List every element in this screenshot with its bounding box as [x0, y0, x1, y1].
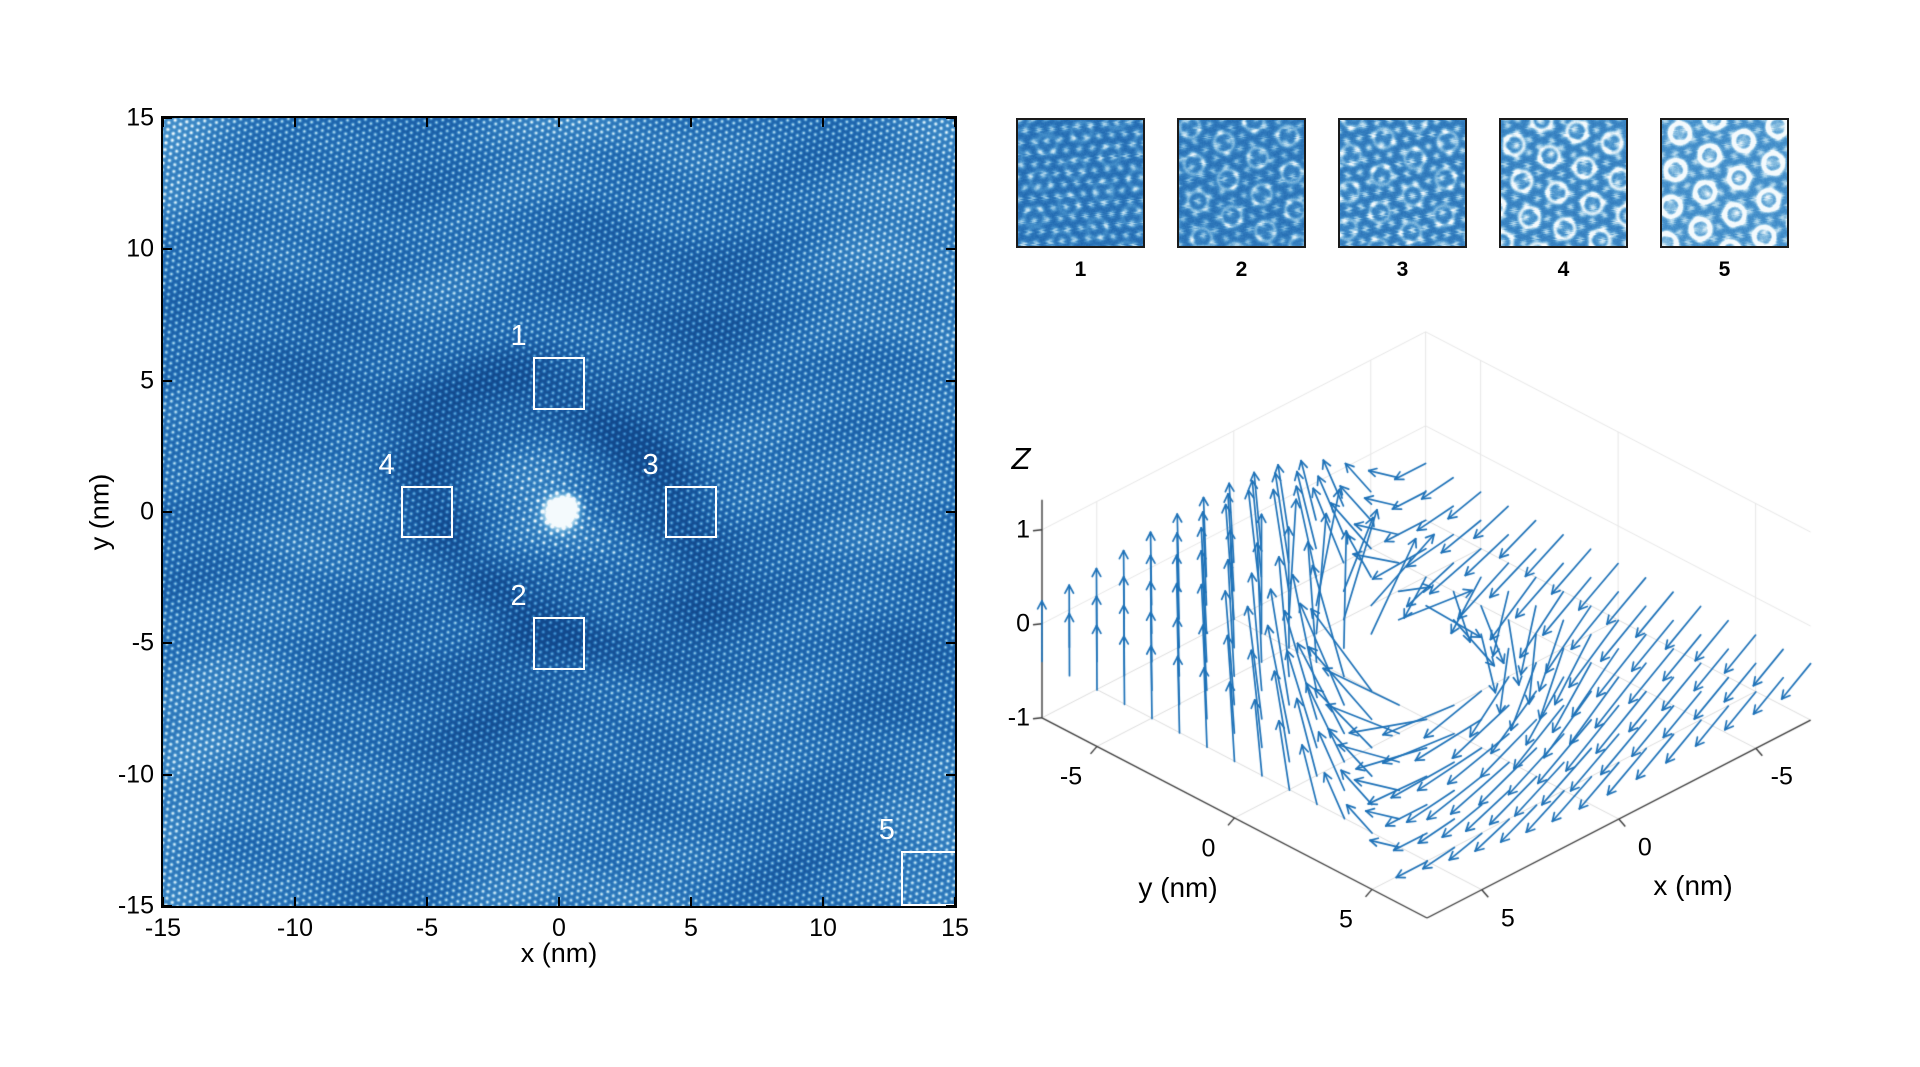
stm-topography-image	[163, 118, 955, 906]
stm-x-tick-label: -10	[276, 914, 314, 942]
stm-y-tick-mark-right	[946, 642, 955, 645]
inset-image-2	[1179, 120, 1304, 246]
quiver-y-axis-label: y (nm)	[1138, 872, 1218, 903]
stm-y-tick-mark	[163, 773, 172, 776]
roi-box-3	[664, 485, 718, 539]
quiver3d-plot	[960, 310, 1920, 1020]
stm-y-tick-mark-right	[946, 905, 955, 907]
stm-y-tick-label: -10	[117, 760, 154, 789]
stm-y-tick-mark	[163, 642, 172, 645]
stm-y-tick-label: -15	[117, 891, 154, 920]
quiver-y-tick-label: -5	[1059, 762, 1083, 791]
stm-y-tick-label: -5	[131, 628, 154, 657]
stm-x-tick-mark	[426, 897, 428, 906]
roi-box-1	[532, 357, 586, 410]
stm-y-tick-mark	[163, 248, 172, 251]
stm-y-tick-mark-right	[946, 773, 955, 776]
inset-label-1: 1	[1074, 258, 1087, 281]
quiver-x-tick-label: -5	[1770, 762, 1793, 791]
roi-label-4: 4	[378, 448, 395, 481]
stm-y-tick-mark-right	[946, 248, 955, 251]
stm-x-tick-mark-top	[294, 118, 296, 127]
stm-y-tick-mark-right	[946, 511, 955, 513]
stm-x-tick-mark	[558, 897, 560, 906]
quiver-z-tick-label: 1	[1016, 515, 1030, 544]
roi-box-2	[532, 617, 586, 670]
stm-roi-overlay: 1 2 3 4 5	[163, 118, 955, 906]
stm-y-tick-mark-right	[946, 117, 955, 119]
roi-box-4	[400, 485, 454, 539]
stm-y-tick-label: 10	[126, 234, 154, 263]
inset-label-5: 5	[1718, 258, 1731, 281]
stm-x-tick-label: 0	[552, 914, 566, 942]
inset-image-1	[1018, 120, 1143, 246]
quiver-y-tick-label: 5	[1339, 905, 1353, 934]
inset-frame-5	[1660, 118, 1789, 248]
stm-x-tick-mark-top	[162, 118, 164, 127]
stm-x-tick-mark	[954, 897, 956, 906]
stm-y-tick-mark	[163, 117, 172, 119]
inset-image-5	[1662, 120, 1787, 246]
stm-y-tick-label: 5	[140, 366, 154, 395]
roi-label-1: 1	[510, 320, 527, 353]
stm-y-tick-mark-right	[946, 379, 955, 382]
stm-x-tick-label: -5	[415, 914, 439, 942]
stm-x-tick-mark	[294, 897, 296, 906]
stm-y-tick-mark	[163, 511, 172, 513]
stm-x-tick-label: 10	[809, 914, 837, 942]
stm-y-axis-label: y (nm)	[84, 473, 115, 551]
stm-x-tick-mark-top	[558, 118, 560, 127]
roi-box-5	[900, 850, 955, 906]
inset-image-4	[1501, 120, 1626, 246]
stm-x-axis-label: x (nm)	[520, 938, 598, 968]
stm-y-tick-label: 0	[140, 497, 154, 526]
quiver-z-axis-label: Z	[1011, 441, 1031, 476]
quiver-z-tick-label: 0	[1016, 609, 1030, 638]
roi-label-3: 3	[642, 448, 659, 481]
stm-x-tick-label: 5	[684, 914, 698, 942]
roi-label-2: 2	[510, 580, 527, 613]
stm-x-tick-label: -15	[144, 914, 182, 942]
quiver-x-axis-label: x (nm)	[1653, 870, 1733, 901]
stm-x-tick-mark-top	[426, 118, 428, 127]
stm-x-tick-mark-top	[954, 118, 956, 127]
quiver-x-tick-label: 5	[1500, 904, 1515, 933]
quiver-z-tick-label: -1	[1007, 703, 1030, 732]
stm-x-tick-mark-top	[822, 118, 824, 127]
stm-x-tick-mark	[162, 897, 164, 906]
inset-frame-3	[1338, 118, 1467, 248]
inset-label-2: 2	[1235, 258, 1248, 281]
stm-x-tick-mark	[822, 897, 824, 906]
inset-frame-4	[1499, 118, 1628, 248]
inset-frame-1	[1016, 118, 1145, 248]
inset-frame-2	[1177, 118, 1306, 248]
stm-plot-frame	[161, 116, 957, 908]
stm-x-tick-mark-top	[690, 118, 692, 127]
roi-label-5: 5	[878, 813, 895, 846]
quiver-x-tick-label: 0	[1637, 833, 1652, 862]
inset-image-3	[1340, 120, 1465, 246]
stm-y-tick-mark	[163, 379, 172, 382]
stm-x-tick-mark	[690, 897, 692, 906]
stm-y-tick-mark	[163, 905, 172, 907]
quiver-y-tick-label: 0	[1201, 834, 1216, 863]
inset-label-3: 3	[1396, 258, 1409, 281]
inset-label-4: 4	[1557, 258, 1570, 281]
stm-y-tick-label: 15	[126, 103, 154, 132]
